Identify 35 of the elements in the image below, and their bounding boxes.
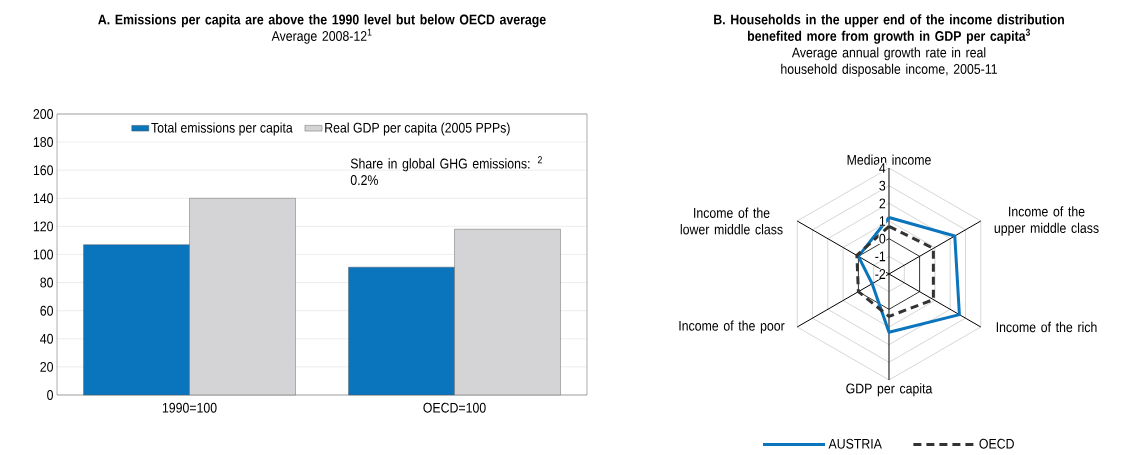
y-tick-label: 100 [33,249,53,260]
y-tick-label: 4 [879,163,886,173]
y-tick-label: 160 [33,165,53,176]
x-tick-label: OECD=100 [423,402,486,413]
chart-title: B. Households in the upper end of the income distribution benefited more from growth in GDP per capita$^{3}$ [714,14,1064,44]
y-tick-label: 20 [40,361,53,372]
spoke-label: GDP per capita [846,383,933,397]
legend-label: Total emissions per capita [151,122,293,136]
y-tick-label: 0 [47,390,53,400]
y-tick-label: -2 [875,269,886,279]
y-tick-label: 0 [879,233,886,244]
y-tick-label: 2 [879,198,886,209]
y-tick-label: -1 [875,251,886,262]
y-tick-label: 3 [879,180,886,191]
x-tick-label: 1990=100 [162,402,217,413]
y-tick-label: 200 [33,109,53,119]
spoke-label: Median income [847,154,931,165]
y-tick-label: 80 [40,277,53,288]
chart-subtitle: Average annual growth rate in real household disposable income, 2005-11 [781,47,997,77]
legend-label: Real GDP per capita (2005 PPPs) [325,122,510,136]
y-tick-label: 1 [879,216,886,226]
spoke-label: Income of the lower middle class [680,207,783,235]
spoke-label: Income of the poor [679,320,785,334]
spoke-label: Income of the rich [996,321,1097,333]
y-tick-label: 180 [33,137,53,148]
spoke-label: Income of the upper middle class [994,206,1099,236]
chart-subtitle: Average 2008-12$^{1}$ [271,28,372,44]
legend-label: AUSTRIA [828,438,882,449]
text: Share in global GHG emissions: $^{2}$ 0.2% [350,156,542,186]
y-tick-label: 140 [33,193,53,204]
y-tick-label: 60 [40,305,53,316]
y-tick-label: 120 [33,221,53,232]
chart-title: A. Emissions per capita are above the 1990 level but below OECD average [98,14,546,28]
y-tick-label: 40 [40,333,53,344]
legend-label: OECD [979,438,1014,449]
